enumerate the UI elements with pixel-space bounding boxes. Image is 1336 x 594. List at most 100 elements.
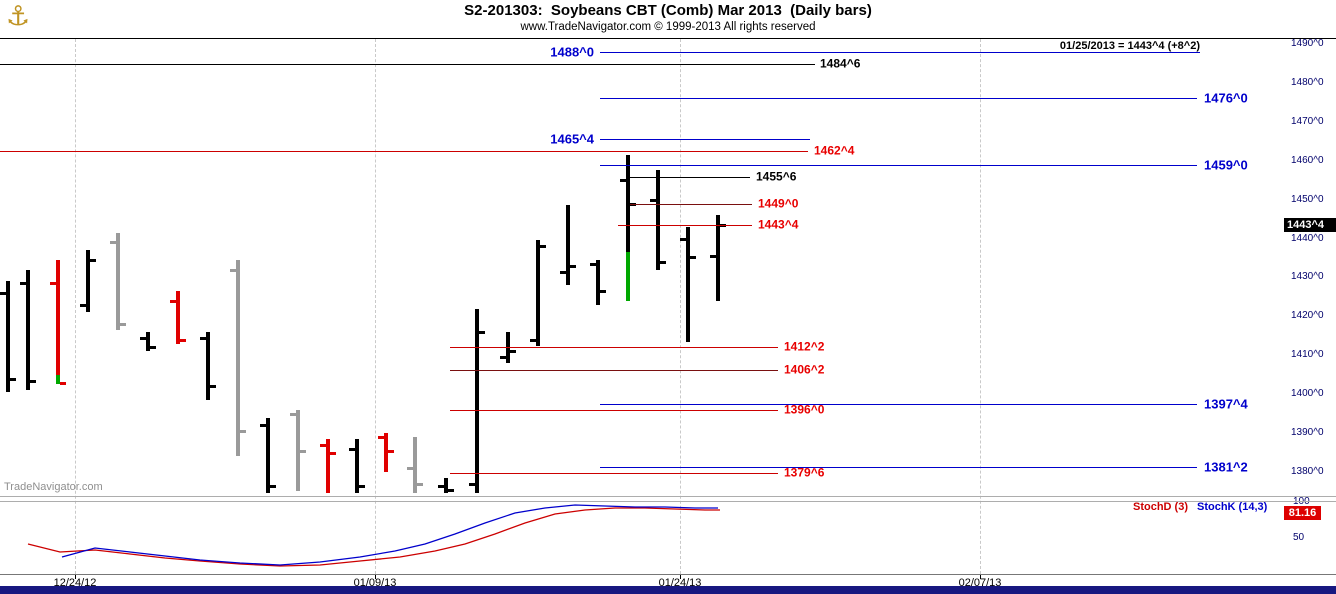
ohlc-bar — [475, 308, 479, 494]
close-tick — [448, 488, 454, 492]
last-price-badge: 1443^4 — [1284, 218, 1336, 232]
level-label: 1406^2 — [784, 362, 825, 377]
level-label: 1462^4 — [814, 143, 855, 158]
pane-divider-bottom — [0, 501, 1336, 502]
close-tick — [270, 484, 276, 488]
stoch-value-badge: 81.16 — [1284, 506, 1321, 520]
price-axis-label: 1400^0 — [1291, 388, 1324, 400]
open-tick — [200, 336, 206, 340]
close-tick — [388, 449, 394, 453]
close-tick — [690, 256, 696, 260]
level-label: 1381^2 — [1204, 459, 1248, 475]
stochk-legend-label[interactable]: StochK (14,3) — [1197, 501, 1268, 513]
open-tick — [469, 482, 475, 486]
level-line — [600, 139, 810, 141]
chart-title: S2-201303: Soybeans CBT (Comb) Mar 2013 … — [464, 2, 872, 19]
ohlc-bar — [176, 291, 180, 344]
watermark: TradeNavigator.com — [4, 481, 103, 493]
close-tick — [600, 290, 606, 294]
level-line — [600, 467, 1197, 469]
ohlc-bar — [326, 438, 330, 494]
indicator-scale-label: 50 — [1293, 532, 1305, 543]
date-axis-divider — [0, 574, 1336, 575]
close-tick — [240, 430, 246, 434]
open-tick — [170, 299, 176, 303]
close-tick — [417, 482, 423, 486]
ohlc-bar — [413, 436, 417, 494]
bar-green-segment — [626, 252, 630, 301]
ohlc-bar — [266, 417, 270, 494]
open-tick — [680, 237, 686, 241]
open-tick — [80, 303, 86, 307]
date-tick — [75, 574, 76, 579]
ohlc-bar — [384, 433, 388, 472]
stochd-legend-label[interactable]: StochD (3) — [1133, 501, 1188, 513]
level-label: 1488^0 — [550, 44, 594, 60]
ohlc-bar — [716, 215, 720, 301]
close-tick — [359, 484, 365, 488]
open-tick — [230, 268, 236, 272]
open-tick — [110, 241, 116, 245]
date-tick — [980, 574, 981, 579]
open-tick — [20, 282, 26, 286]
ohlc-bar — [656, 170, 660, 270]
date-tick — [375, 574, 376, 579]
level-line — [450, 409, 778, 411]
price-axis[interactable] — [1284, 39, 1336, 574]
close-tick — [330, 451, 336, 455]
close-tick — [540, 245, 546, 249]
date-gridline — [75, 39, 76, 574]
open-tick — [620, 179, 626, 183]
price-axis-label: 1490^0 — [1291, 38, 1324, 49]
level-label: 1455^6 — [756, 169, 797, 184]
date-tick — [680, 574, 681, 579]
level-line — [0, 64, 815, 66]
ohlc-bar — [86, 250, 90, 313]
open-tick — [438, 484, 444, 488]
date-gridline — [980, 39, 981, 574]
bar-green-segment — [56, 374, 60, 385]
open-tick — [320, 443, 326, 447]
date-gridline — [375, 39, 376, 574]
close-tick — [60, 381, 66, 385]
level-label: 1484^6 — [820, 56, 861, 71]
open-tick — [500, 356, 506, 360]
open-tick — [407, 467, 413, 471]
price-axis-label: 1470^0 — [1291, 115, 1324, 127]
level-label: 1443^4 — [758, 217, 799, 232]
price-axis-label: 1420^0 — [1291, 310, 1324, 322]
ohlc-bar — [56, 259, 60, 385]
open-tick — [710, 255, 716, 259]
price-axis-label: 1450^0 — [1291, 193, 1324, 205]
ohlc-bar — [296, 409, 300, 492]
open-tick — [140, 336, 146, 340]
level-label: 1397^4 — [1204, 396, 1248, 412]
date-gridline — [680, 39, 681, 574]
close-tick — [120, 323, 126, 327]
close-tick — [479, 330, 485, 334]
open-tick — [50, 282, 56, 286]
price-axis-label: 1380^0 — [1291, 466, 1324, 477]
logo-anchor-icon[interactable]: ⚓ — [6, 1, 31, 32]
ohlc-bar — [355, 438, 359, 494]
level-line — [600, 51, 1200, 53]
price-axis-label: 1430^0 — [1291, 271, 1324, 283]
level-line — [618, 224, 752, 226]
open-tick — [650, 198, 656, 202]
open-tick — [378, 435, 384, 439]
level-label: 1465^4 — [550, 131, 594, 147]
ohlc-bar — [206, 331, 210, 400]
price-axis-label: 1440^0 — [1291, 232, 1324, 244]
level-line — [630, 177, 750, 179]
ohlc-bar — [686, 226, 690, 342]
open-tick — [0, 292, 6, 296]
level-label: 1449^0 — [758, 196, 799, 211]
close-tick — [210, 385, 216, 389]
close-tick — [10, 377, 16, 381]
close-tick — [660, 260, 666, 264]
ohlc-bar — [566, 205, 570, 286]
level-line — [450, 472, 778, 474]
ohlc-bar — [146, 331, 150, 352]
